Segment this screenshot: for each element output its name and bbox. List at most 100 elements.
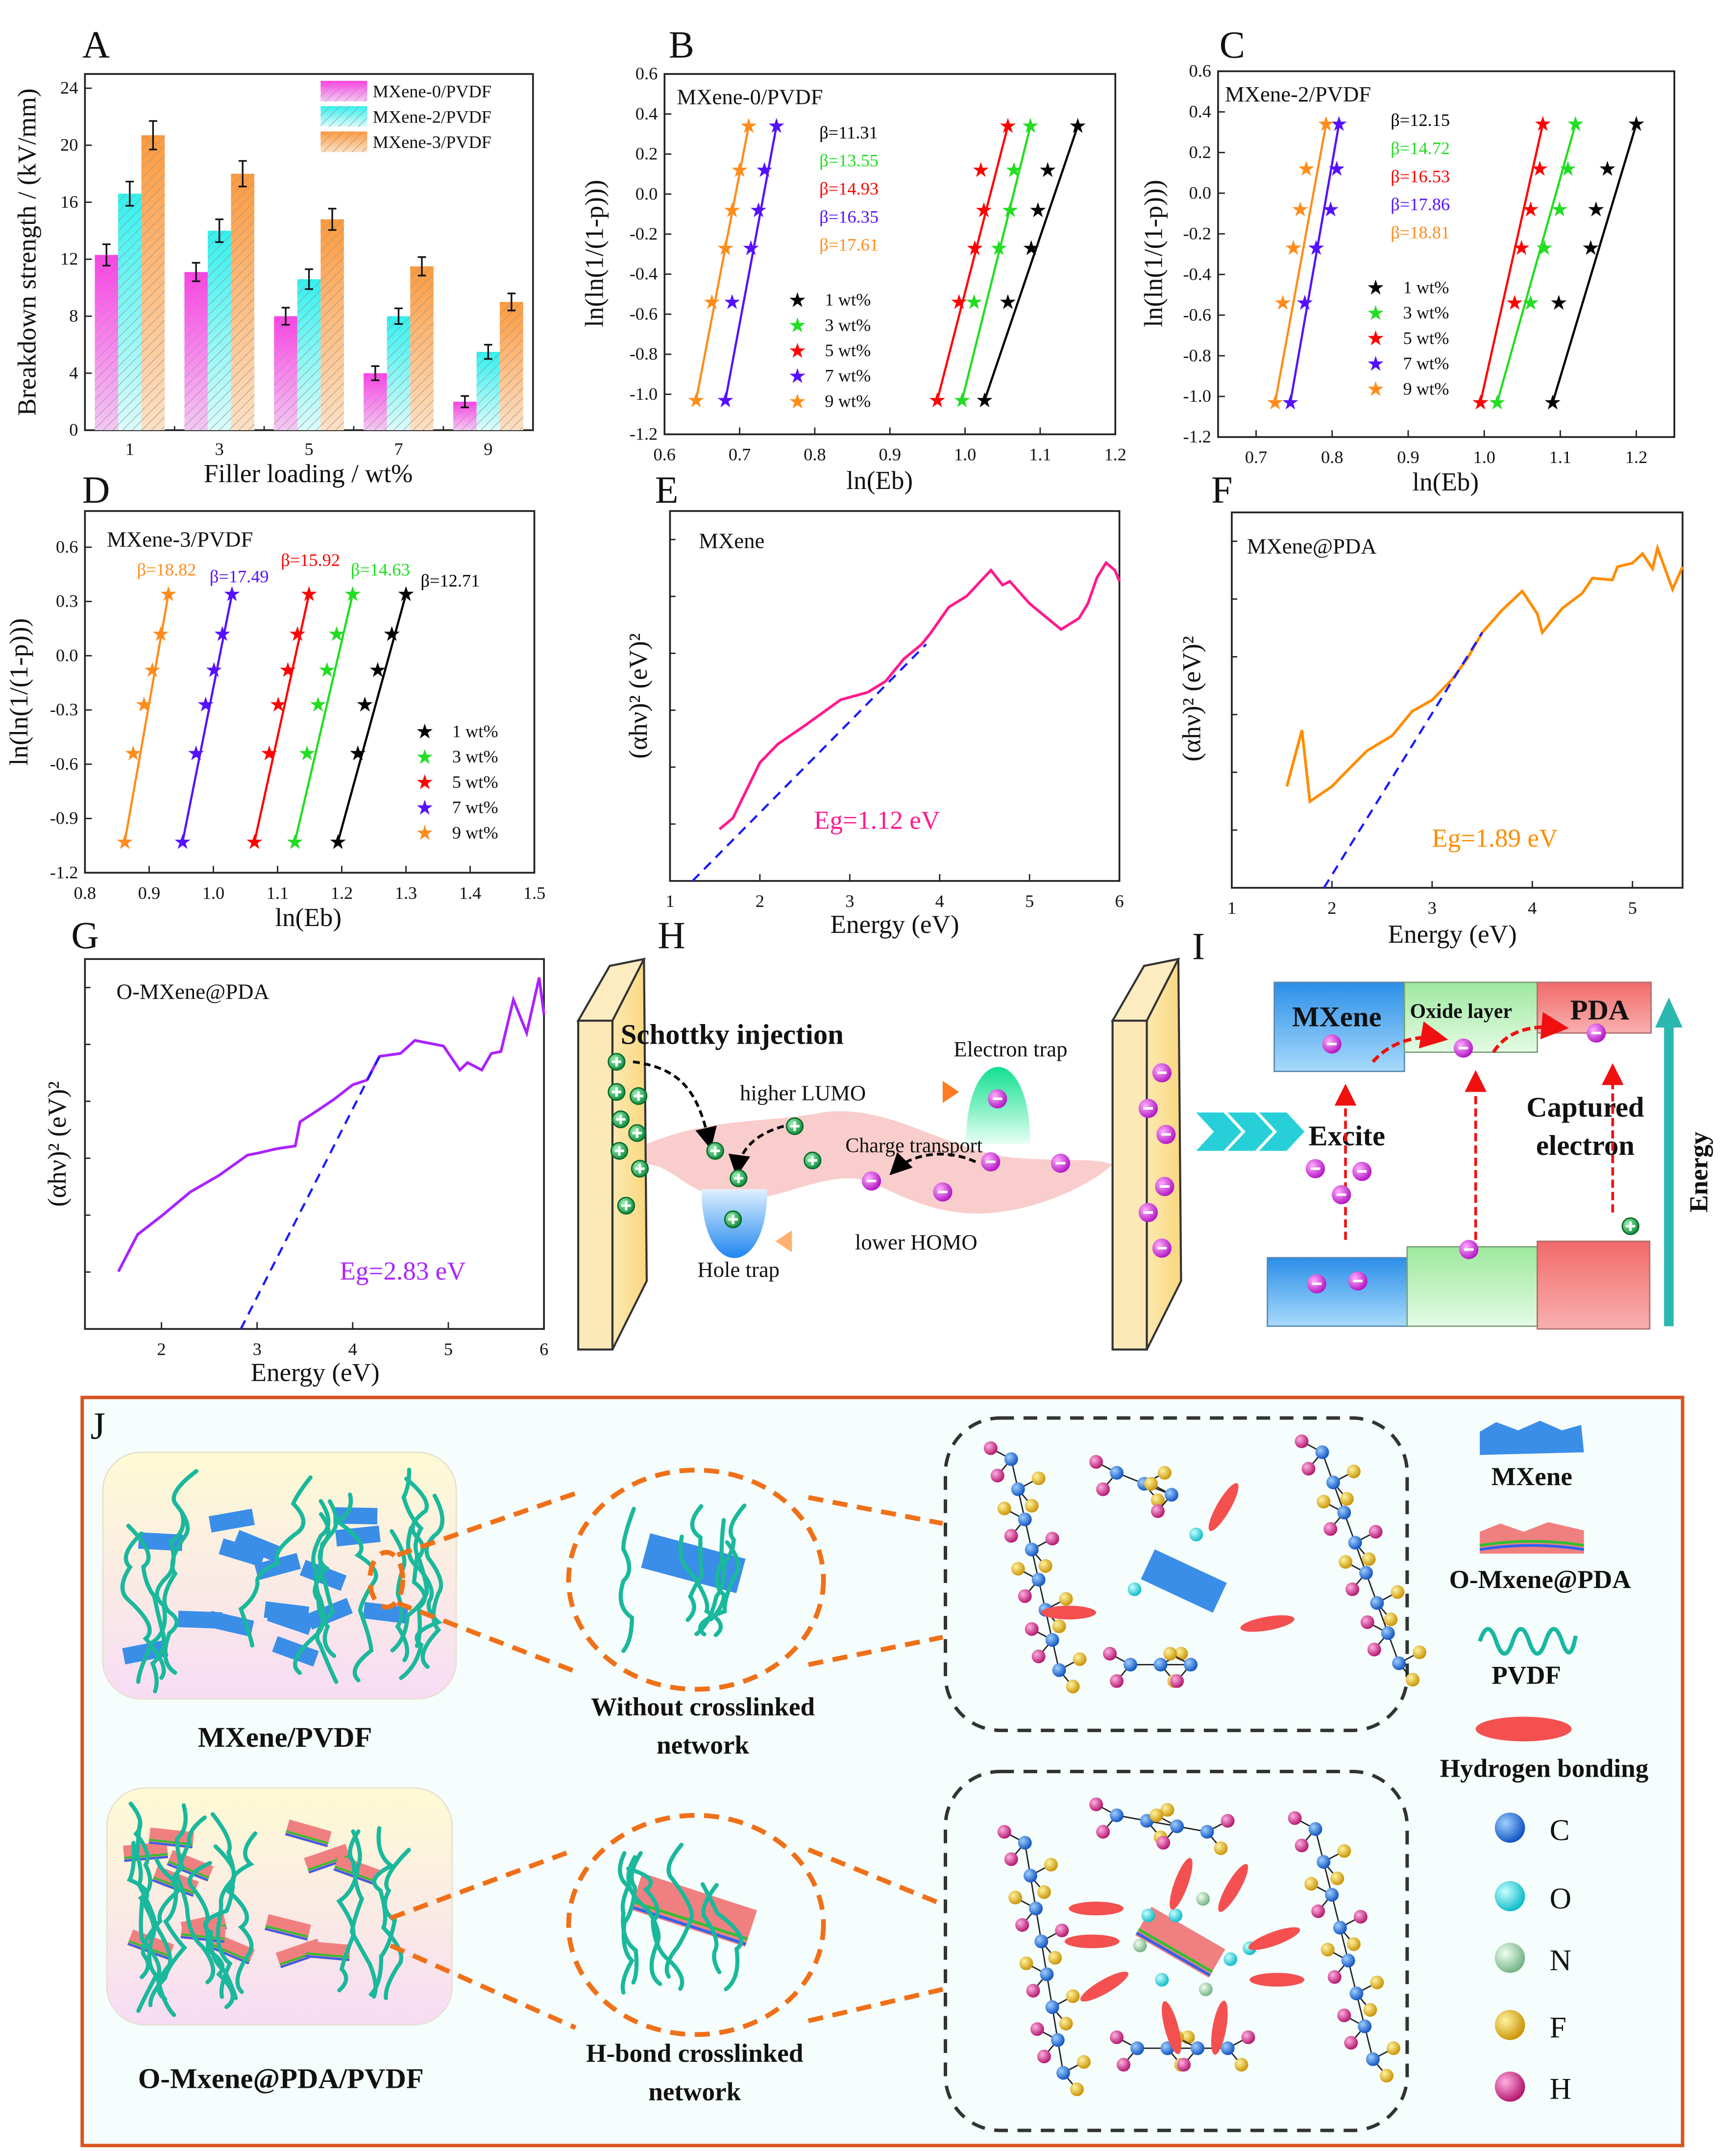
legend-marker: ★ [788, 391, 807, 413]
y-tick-label: -0.6 [630, 304, 658, 323]
atom [1004, 1852, 1018, 1866]
data-point: ★ [288, 623, 307, 646]
y-axis-label: ln(ln(1/(1-p))) [1139, 180, 1168, 327]
captured-label-line1: Captured [1526, 1091, 1644, 1123]
bar-hatch [141, 135, 165, 431]
hole-trap-label: Hole trap [697, 1257, 780, 1282]
x-tick-label: 5 [304, 439, 313, 459]
legend-marker: ★ [1367, 302, 1385, 325]
carbon-atom [1110, 1808, 1124, 1822]
surface-atom [1198, 1982, 1213, 1997]
y-tick-label: -0.9 [50, 808, 78, 828]
y-axis-label: Breakdown strength / (kV/mm) [13, 88, 42, 416]
pda-band-lower [1537, 1240, 1651, 1330]
mxene-flake [267, 1605, 314, 1635]
chart-f: 1 2 3 4 5 Energy (eV) (αhν)² (eV)² MXene@PDA Eg=… [1178, 511, 1684, 949]
atom [1363, 2003, 1377, 2017]
mxene-flake [207, 1611, 254, 1637]
hydrogen-bond [1080, 1971, 1128, 2002]
data-point: ★ [124, 743, 143, 765]
lower-homo-label: lower HOMO [855, 1230, 978, 1254]
atom [1391, 1585, 1405, 1599]
fit-line [253, 594, 310, 842]
x-axis-label: Filler loading / wt% [204, 460, 413, 488]
x-tick-label: 9 [484, 439, 492, 459]
data-point: ★ [1327, 158, 1346, 180]
flake-layer [208, 1945, 249, 1964]
electron-icon [981, 1152, 1001, 1172]
atom [1339, 1555, 1353, 1569]
x-tick-label: 1.4 [459, 883, 481, 903]
atom [1221, 1814, 1235, 1828]
y-tick-label: 4 [69, 363, 78, 383]
y-tick-label: -1.2 [630, 424, 658, 444]
pvdf-chain [618, 1507, 636, 1653]
y-axis-label: (αhν)² (eV)² [624, 633, 653, 758]
data-point: ★ [950, 292, 969, 314]
carbon-atom [1018, 1512, 1032, 1526]
x-tick-label: 0.6 [654, 445, 676, 464]
legend-label: 5 wt% [1403, 328, 1449, 348]
atom [1030, 2022, 1044, 2036]
y-axis-label: ln(ln(1/(1-p))) [580, 180, 609, 327]
omxene-pvdf-image [106, 1787, 453, 2026]
carbon-atom [1045, 2000, 1059, 2014]
legend-marker: ★ [1367, 277, 1385, 299]
hole-icon [610, 1142, 629, 1160]
beta-label: β=11.31 [819, 122, 878, 142]
data-point: ★ [1512, 237, 1531, 260]
atom [1055, 1923, 1069, 1937]
flake-body [1135, 1907, 1225, 1978]
y-tick-label: 0.6 [636, 64, 658, 83]
spectrum-line [1285, 543, 1684, 804]
pvdf-chain [139, 1803, 188, 1980]
panel-label-a: A [82, 23, 110, 66]
atom [1144, 1477, 1158, 1491]
data-point: ★ [151, 623, 170, 646]
mxene-flake [219, 1538, 266, 1567]
panel-h-schematic: Schottky injection Electron trap higher … [576, 957, 1182, 1351]
data-point: ★ [1521, 292, 1540, 315]
y-tick-label: 0.6 [1189, 61, 1211, 81]
plot-frame [1231, 511, 1684, 889]
legend-label: 1 wt% [452, 721, 498, 741]
band-gap-label: Eg=2.83 eV [340, 1257, 465, 1286]
atom [1413, 1645, 1427, 1660]
carbon-atom [1358, 2019, 1372, 2033]
flake-body [267, 1605, 314, 1635]
data-point: ★ [742, 237, 760, 260]
data-point: ★ [329, 831, 347, 854]
y-axis-label: (αhν)² (eV)² [1178, 636, 1206, 761]
data-point: ★ [383, 623, 401, 646]
data-point: ★ [1317, 113, 1336, 136]
x-tick-label: 1.2 [1625, 447, 1647, 467]
mxene-label: MXene [1292, 1001, 1382, 1032]
legend-mxene: MXene [1491, 1463, 1572, 1491]
pvdf-chain [187, 1861, 235, 2009]
hbond-crosslinked-label-2: network [648, 2078, 741, 2106]
spectrum-line [117, 977, 545, 1272]
atom [1025, 1499, 1039, 1513]
band-gap-label: Eg=1.89 eV [1432, 824, 1558, 853]
atom [1288, 1811, 1302, 1825]
fit-line [1496, 123, 1577, 403]
electron-icon [1152, 1238, 1172, 1258]
flake-body [254, 1553, 301, 1581]
x-tick-label: 0.9 [1397, 447, 1419, 467]
atom [1076, 2055, 1091, 2069]
data-point: ★ [1582, 237, 1600, 260]
surface-atom [1141, 1908, 1155, 1923]
legend-atom-f: F [1550, 2011, 1566, 2044]
hole-icon [724, 1210, 742, 1228]
tangent-fit-line [691, 643, 927, 882]
atom [1052, 1619, 1066, 1634]
flake-layer [168, 1860, 210, 1879]
plot-frame [84, 510, 536, 874]
hbond-crosslinked-label-1: H-bond crosslinked [586, 2039, 803, 2068]
y-tick-label: -0.6 [1183, 305, 1211, 324]
y-tick-label: -0.2 [1183, 223, 1211, 243]
atom [997, 1501, 1011, 1515]
atom [1330, 1871, 1345, 1885]
atom [1337, 2008, 1351, 2023]
